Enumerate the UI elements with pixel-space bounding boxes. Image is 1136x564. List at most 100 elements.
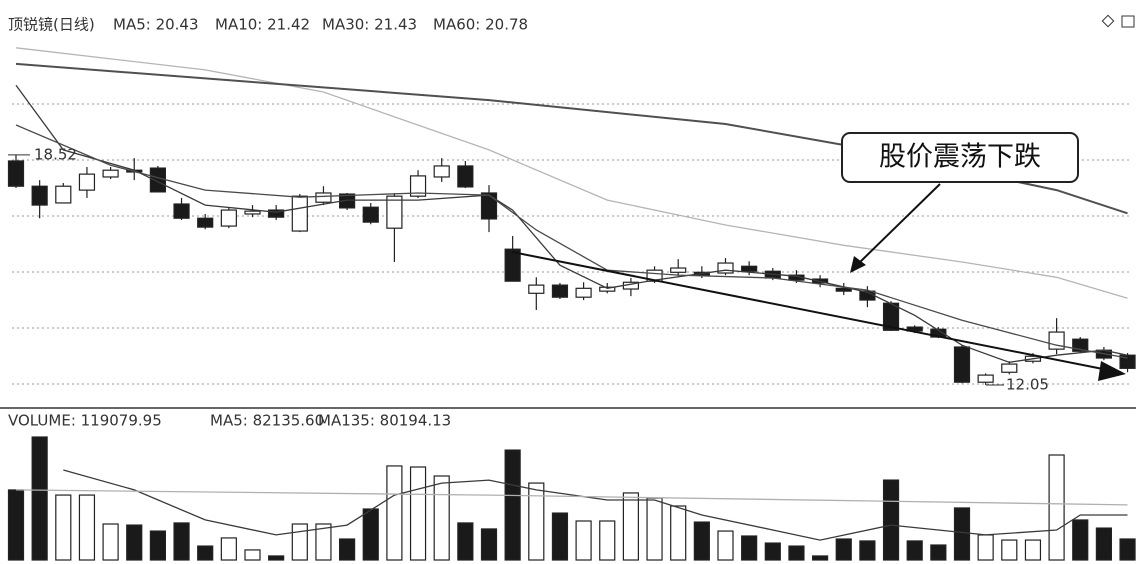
volume-ma-line xyxy=(63,469,1128,541)
ma-line xyxy=(15,84,1128,363)
volume-bar xyxy=(126,524,143,561)
volume-bar xyxy=(835,538,852,561)
grid xyxy=(12,103,1132,385)
high-label: 18.52 xyxy=(34,145,77,163)
volume-bar xyxy=(1048,454,1065,561)
volume-bar xyxy=(953,507,971,561)
volume-bar xyxy=(7,489,25,561)
volume-bar xyxy=(504,449,521,561)
volume-bar xyxy=(102,523,119,561)
volume-bar xyxy=(1119,538,1136,561)
volume-bar xyxy=(811,555,829,561)
arrow-head xyxy=(850,256,866,273)
trend-arrow xyxy=(511,251,1126,381)
volume-bar xyxy=(55,494,72,561)
trend-line xyxy=(511,251,1109,371)
legend-entry: MA5: 82135.60 xyxy=(210,412,324,430)
volume-bar xyxy=(244,549,261,561)
legend-entry: MA5: 20.43 xyxy=(113,16,199,34)
volume-bar xyxy=(1095,527,1113,561)
volume-bar xyxy=(599,520,616,561)
volume-bar xyxy=(386,465,403,561)
candle-body xyxy=(504,248,521,282)
volume-bar xyxy=(551,512,569,561)
candle-body xyxy=(7,160,25,187)
candle-body xyxy=(457,165,474,188)
low-label: 12.05 xyxy=(1006,376,1049,394)
volume-bar xyxy=(930,544,947,561)
candle-body xyxy=(717,262,734,274)
volume-bar xyxy=(646,497,663,561)
candle-body xyxy=(173,203,190,219)
candle-body xyxy=(386,195,403,229)
chart-title: 顶锐镜(日线) xyxy=(8,16,95,34)
volume-bar xyxy=(1024,539,1042,561)
volume-bar xyxy=(977,534,994,561)
candle-body xyxy=(670,267,687,273)
candle-body xyxy=(1001,363,1018,373)
candle-body xyxy=(409,175,427,197)
legend-entry: MA10: 21.42 xyxy=(215,16,310,34)
volume-bar xyxy=(764,542,781,561)
legend-entry: VOLUME: 119079.95 xyxy=(8,412,162,430)
arrow-head xyxy=(1098,361,1126,381)
candle-body xyxy=(528,284,545,294)
volume-bar xyxy=(693,521,710,561)
candle-body xyxy=(835,287,852,292)
candle-body xyxy=(362,206,379,223)
volume-bar xyxy=(788,545,805,561)
candle-body xyxy=(31,185,48,206)
volume-bar xyxy=(149,530,166,561)
volume-bar xyxy=(433,475,450,561)
volume-bar xyxy=(741,535,758,561)
ma-line xyxy=(15,47,1128,299)
volume-bar xyxy=(1001,539,1018,561)
volume-bar xyxy=(362,508,379,561)
candle-body xyxy=(433,165,450,178)
candle-body xyxy=(953,346,971,383)
volume-bar xyxy=(268,555,285,561)
candle-body xyxy=(551,284,569,298)
volume-bar xyxy=(480,528,498,561)
legend-entry: MA135: 80194.13 xyxy=(318,412,451,430)
volume-bar xyxy=(457,522,474,561)
ma-line xyxy=(15,124,1128,359)
candle-body xyxy=(268,209,285,218)
candle-body xyxy=(741,265,758,272)
callout-text: 股价震荡下跌 xyxy=(879,142,1041,173)
volume-bar xyxy=(859,540,876,561)
ma-line xyxy=(15,62,1128,215)
candle-body xyxy=(78,173,96,191)
candle-body xyxy=(599,286,616,292)
volume-bar xyxy=(339,538,356,561)
candle-body xyxy=(480,192,498,220)
volume-bar xyxy=(670,505,687,561)
callout: 股价震荡下跌 xyxy=(841,132,1079,273)
candle-body xyxy=(291,195,308,232)
candle-body xyxy=(220,209,237,227)
volume-ma-line xyxy=(15,489,1128,506)
volume-bar xyxy=(315,523,332,561)
candle-body xyxy=(315,192,332,203)
candle-body xyxy=(1119,354,1136,369)
volume-bar xyxy=(173,522,190,561)
volume-bar xyxy=(882,479,900,561)
volume-bar xyxy=(31,436,48,561)
top-icons xyxy=(1101,14,1135,28)
icon xyxy=(1101,14,1115,28)
volume-bar xyxy=(78,494,96,561)
volume-bar xyxy=(197,545,214,561)
callout-box xyxy=(841,132,1079,183)
candle-body xyxy=(977,374,994,383)
candle-body xyxy=(102,169,119,178)
price-panel: MA5: 20.43 MA10: 21.42 MA30: 21.43 MA60: 20… xyxy=(7,16,1136,394)
candle-body xyxy=(197,217,214,228)
callout-arrow xyxy=(857,183,941,265)
volume-bar xyxy=(409,466,427,561)
volume-bar xyxy=(528,482,545,561)
candle-body xyxy=(55,185,72,204)
legend-entry: MA60: 20.78 xyxy=(433,16,528,34)
